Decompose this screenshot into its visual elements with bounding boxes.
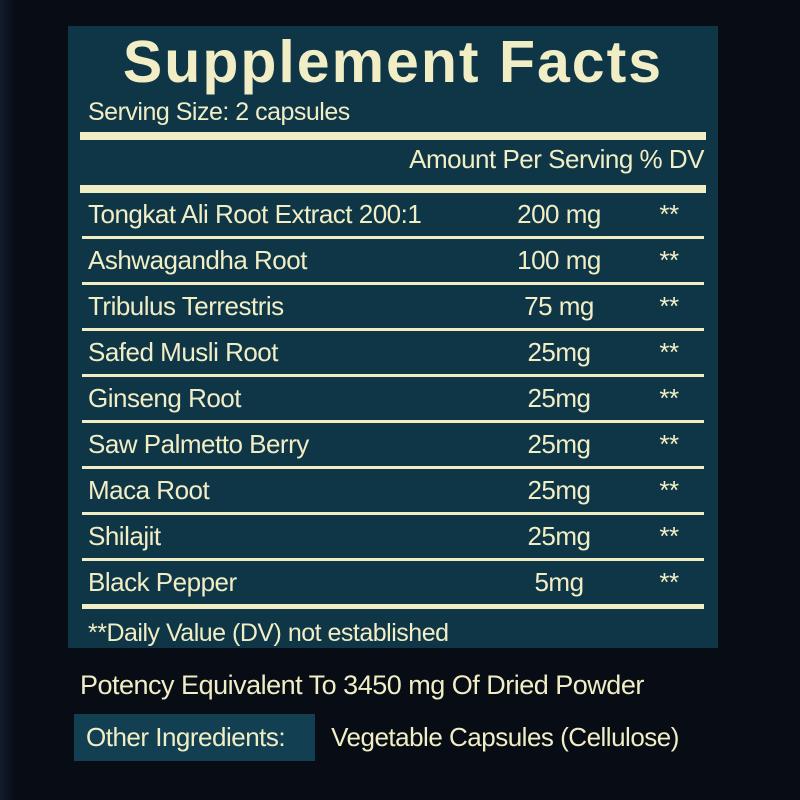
other-ingredients-value: Vegetable Capsules (Cellulose) [331,722,679,752]
ingredient-name: Maca Root [88,475,210,505]
ingredient-name: Tribulus Terrestris [88,291,284,321]
ingredient-amount: 75 mg [524,291,594,321]
table-row: Ashwagandha Root 100 mg ** [82,239,704,285]
ingredient-amount: 100 mg [517,245,601,275]
ingredient-daily-value: ** [659,475,679,505]
ingredient-daily-value: ** [659,429,679,459]
ingredients-table: Tongkat Ali Root Extract 200:1 200 mg **… [82,193,704,609]
thick-divider-top [80,132,706,140]
ingredient-daily-value: ** [659,567,679,597]
supplement-facts-title: Supplement Facts [122,29,664,95]
ingredient-name: Ashwagandha Root [88,245,307,275]
ingredient-name: Shilajit [88,521,161,551]
table-row: Shilajit 25mg ** [82,515,704,561]
ingredient-name: Tongkat Ali Root Extract 200:1 [88,199,422,229]
ingredient-daily-value: ** [659,383,679,413]
thick-divider-header [80,185,706,193]
daily-value-footnote: **Daily Value (DV) not established [88,619,449,647]
ingredient-amount: 25mg [527,429,591,459]
ingredient-amount: 25mg [527,337,591,367]
table-row: Tongkat Ali Root Extract 200:1 200 mg ** [82,193,704,239]
ingredient-amount: 200 mg [517,199,601,229]
column-header: Amount Per Serving % DV [409,144,704,174]
ingredient-name: Saw Palmetto Berry [88,429,309,459]
supplement-facts-panel: Supplement Facts Serving Size: 2 capsule… [68,26,718,648]
table-row: Saw Palmetto Berry 25mg ** [82,423,704,469]
table-row: Ginseng Root 25mg ** [82,377,704,423]
table-row: Tribulus Terrestris 75 mg ** [82,285,704,331]
table-row: Maca Root 25mg ** [82,469,704,515]
ingredient-amount: 25mg [527,383,591,413]
ingredient-daily-value: ** [659,245,679,275]
ingredient-name: Black Pepper [88,567,237,597]
ingredient-daily-value: ** [659,291,679,321]
ingredient-daily-value: ** [659,199,679,229]
ingredient-amount: 25mg [527,521,591,551]
ingredient-daily-value: ** [659,521,679,551]
ingredient-amount: 5mg [534,567,584,597]
ingredient-name: Ginseng Root [88,383,241,413]
other-ingredients-row: Other Ingredients: Vegetable Capsules (C… [74,714,679,761]
potency-text: Potency Equivalent To 3450 mg Of Dried P… [80,670,644,700]
serving-size-text: Serving Size: 2 capsules [88,98,350,126]
ingredient-daily-value: ** [659,337,679,367]
ingredient-amount: 25mg [527,475,591,505]
other-ingredients-label: Other Ingredients: [74,714,316,761]
table-row: Safed Musli Root 25mg ** [82,331,704,377]
table-row: Black Pepper 5mg ** [82,561,704,609]
ingredient-name: Safed Musli Root [88,337,278,367]
